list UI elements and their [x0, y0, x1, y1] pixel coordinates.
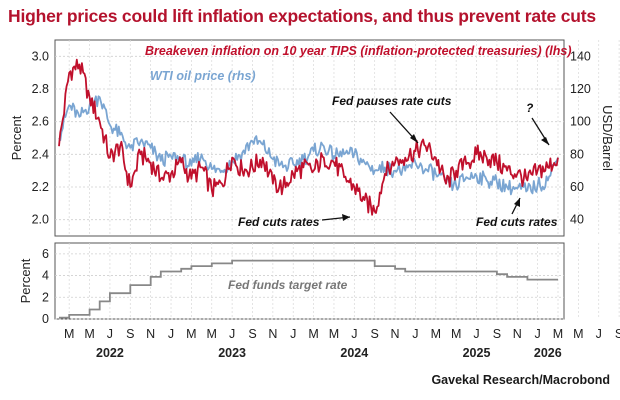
- y-tick-bottom: 6: [42, 247, 49, 261]
- x-tick-month: N: [391, 327, 400, 341]
- x-tick-year: 2022: [96, 346, 124, 360]
- x-tick-month: M: [186, 327, 196, 341]
- x-tick-year: 2025: [463, 346, 491, 360]
- annotation-fed-cuts-1: Fed cuts rates: [238, 215, 320, 229]
- y-tick-bottom: 4: [42, 269, 49, 283]
- y-tick-bottom: 0: [42, 312, 49, 326]
- x-tick-month: M: [207, 327, 217, 341]
- series-wti-line: [58, 95, 559, 196]
- x-tick-month: J: [290, 327, 296, 341]
- y-tick-left: 2.2: [32, 180, 49, 194]
- arrowhead-cuts-2: [514, 198, 520, 207]
- y-tick-left: 2.8: [32, 82, 49, 96]
- arrowhead-pause: [410, 134, 418, 143]
- x-tick-month: M: [451, 327, 461, 341]
- x-tick-month: M: [573, 327, 583, 341]
- annotation-cuts-1: Fed cuts rates: [238, 214, 351, 229]
- x-tick-month: J: [351, 327, 357, 341]
- legend-breakeven: Breakeven inflation on 10 year TIPS (inf…: [145, 44, 572, 58]
- annotation-fed-cuts-2: Fed cuts rates: [476, 215, 558, 229]
- y-tick-right: 120: [570, 82, 591, 96]
- annotation-pause: Fed pauses rate cuts: [332, 94, 452, 144]
- y-tick-right: 140: [570, 49, 591, 63]
- x-tick-month: S: [615, 327, 620, 341]
- x-tick-year: 2026: [534, 346, 562, 360]
- y-tick-left: 2.4: [32, 147, 49, 161]
- y-tick-right: 80: [570, 147, 584, 161]
- y-axis-label-left: Percent: [9, 115, 24, 160]
- top-grid: [55, 40, 620, 236]
- x-tick-month: S: [126, 327, 134, 341]
- annotation-cuts-2: Fed cuts rates: [476, 197, 558, 229]
- y-axis-label-right: USD/Barrel: [600, 105, 615, 171]
- source-credit: Gavekal Research/Macrobond: [431, 373, 610, 387]
- annotation-question-mark: ?: [526, 101, 534, 115]
- y-tick-right: 40: [570, 213, 584, 227]
- y-tick-right: 100: [570, 115, 591, 129]
- x-tick-year: 2024: [340, 346, 368, 360]
- y-tick-bottom: 2: [42, 290, 49, 304]
- x-tick-month: S: [493, 327, 501, 341]
- x-tick-month: J: [535, 327, 541, 341]
- series-breakeven-line: [58, 58, 559, 216]
- series-layer: [58, 58, 559, 319]
- x-tick-month: N: [513, 327, 522, 341]
- x-tick-month: J: [229, 327, 235, 341]
- x-tick-month: M: [64, 327, 74, 341]
- chart-title: Higher prices could lift inflation expec…: [8, 6, 596, 26]
- x-tick-month: J: [596, 327, 602, 341]
- x-tick-month: N: [268, 327, 277, 341]
- annotation-fed-funds: Fed funds target rate: [228, 278, 348, 292]
- y-tick-left: 2.6: [32, 115, 49, 129]
- x-tick-month: N: [146, 327, 155, 341]
- arrowhead-question: [541, 137, 549, 145]
- x-tick-month: S: [248, 327, 256, 341]
- bottom-grid: [55, 243, 620, 320]
- y-axis-label-bottom: Percent: [18, 258, 33, 303]
- x-tick-month: M: [431, 327, 441, 341]
- x-tick-month: S: [371, 327, 379, 341]
- y-tick-left: 3.0: [32, 49, 49, 63]
- x-tick-month: J: [412, 327, 418, 341]
- top-panel-frame: [54, 39, 565, 237]
- series-fed-funds-line: [59, 259, 558, 319]
- arrowhead-cuts-1: [342, 214, 350, 221]
- legend-wti: WTI oil price (rhs): [150, 69, 256, 83]
- x-tick-month: J: [107, 327, 113, 341]
- x-tick-month: M: [329, 327, 339, 341]
- y-tick-right: 60: [570, 180, 584, 194]
- x-tick-month: M: [553, 327, 563, 341]
- y-tick-left: 2.0: [32, 213, 49, 227]
- bottom-panel-frame: [54, 242, 565, 320]
- x-tick-year: 2023: [218, 346, 246, 360]
- annotation-question: ?: [526, 101, 550, 146]
- x-tick-month: J: [473, 327, 479, 341]
- x-tick-month: J: [168, 327, 174, 341]
- annotation-fed-pauses: Fed pauses rate cuts: [332, 94, 452, 108]
- x-tick-month: M: [84, 327, 94, 341]
- x-tick-month: M: [308, 327, 318, 341]
